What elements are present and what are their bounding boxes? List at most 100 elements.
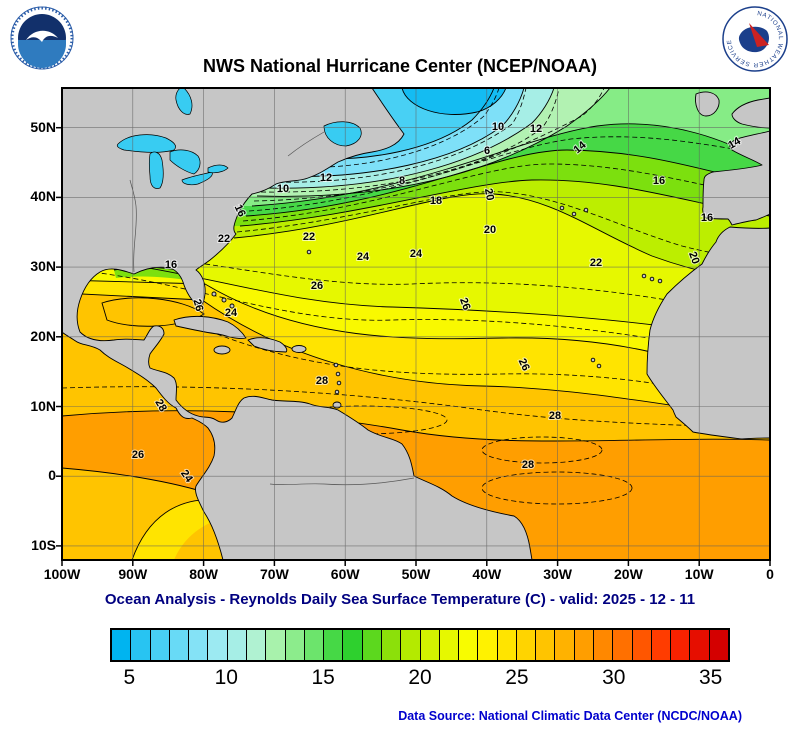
contour-label: 20 (686, 250, 701, 266)
contour-label: 8 (399, 175, 405, 187)
colorbar-cell (246, 630, 267, 660)
lat-tick-label: 30N (30, 258, 56, 275)
colorbar-cell (555, 630, 575, 660)
contour-label: 24 (225, 307, 238, 319)
jamaica (213, 345, 231, 355)
colorbar-tick-label: 10 (214, 666, 238, 689)
contour-label: 6 (484, 145, 490, 157)
lat-tick-label: 20N (30, 327, 56, 344)
colorbar-cell (131, 630, 151, 660)
lesser-antilles (333, 362, 342, 395)
bermuda (306, 249, 312, 255)
contour-label: 24 (357, 251, 370, 263)
sst-map-frame: 6 10 12 14 14 16 8 10 12 16 18 20 20 16 20 22 22 24 24 22 16… (56, 87, 771, 566)
contour-lines-solid (62, 88, 770, 560)
nws-logo: NATIONAL WEATHER SERVICE (722, 6, 788, 72)
colorbar-cell (189, 630, 209, 660)
noaa-seagull-icon (26, 30, 58, 42)
colorbar-cell (401, 630, 421, 660)
noaa-logo (10, 6, 74, 70)
colorbar-cell (613, 630, 633, 660)
colorbar-cell (227, 630, 247, 660)
colorbar-cell (362, 630, 382, 660)
colorbar-cell (516, 630, 537, 660)
colorbar-tick-label: 25 (505, 666, 529, 689)
contour-label: 18 (430, 195, 442, 207)
lon-tick-label: 70W (259, 566, 289, 582)
americas-landmass (62, 88, 533, 560)
colorbar-cell (671, 630, 691, 660)
lat-tick-label: 10N (30, 397, 56, 414)
hispaniola (247, 337, 288, 353)
colorbar-cell (651, 630, 672, 660)
rivers (129, 131, 415, 486)
colorbar-tick-label: 20 (408, 666, 432, 689)
colorbar-cell (304, 630, 325, 660)
lon-tick-label: 10W (684, 566, 714, 582)
contour-label: 22 (590, 257, 602, 269)
map-border (61, 87, 771, 561)
france-iberia (702, 130, 770, 226)
amazon-river (269, 477, 415, 486)
colorbar-cell (632, 630, 652, 660)
lake-ontario (207, 164, 229, 174)
lon-tick-label: 80W (189, 566, 218, 582)
contour-label: 22 (218, 233, 230, 245)
contour-label: 26 (457, 296, 472, 312)
cape-verde (590, 357, 602, 369)
lat-tick-label: 0 (48, 467, 56, 484)
lakes (116, 88, 362, 189)
colorbar-tick-label: 15 (311, 666, 335, 689)
colorbar-tick-label: 35 (698, 666, 723, 689)
colorbar-cell (478, 630, 498, 660)
contour-label: 22 (303, 231, 315, 243)
cuba (173, 315, 247, 339)
colorbar-cell (285, 630, 305, 660)
map-subtitle: Ocean Analysis - Reynolds Daily Sea Surf… (104, 591, 696, 608)
lake-michigan (148, 151, 164, 189)
noaa-ocean-shape (18, 40, 66, 68)
page-title: NWS National Hurricane Center (NCEP/NOAA… (202, 56, 598, 76)
puerto-rico (291, 345, 307, 353)
canary-islands (641, 273, 663, 284)
contour-label: 26 (132, 449, 144, 461)
colorbar-tick-label: 5 (123, 666, 136, 689)
contour-label: 26 (311, 280, 323, 292)
data-source-caption: Data Source: National Climatic Data Cent… (398, 709, 742, 723)
nws-red-flash-icon (749, 23, 769, 47)
contour-label: 10 (492, 121, 504, 133)
lon-tick-label: 30W (543, 566, 572, 582)
graticule (62, 88, 770, 560)
colorbar-cell (324, 630, 344, 660)
colorbar-cell (536, 630, 556, 660)
contour-label: 24 (410, 248, 423, 260)
trinidad (332, 401, 342, 409)
lon-tick-label: 40W (472, 566, 502, 582)
colorbar-cell (381, 630, 402, 660)
colorbar-cell (112, 630, 132, 660)
colorbar-cell (574, 630, 595, 660)
bahamas (211, 291, 235, 309)
africa (646, 226, 770, 440)
lon-tick-label: 100W (43, 566, 81, 582)
contour-label: 28 (549, 410, 561, 422)
st-lawrence-river (287, 131, 325, 157)
contour-label: 28 (522, 459, 534, 471)
contour-label: 12 (320, 172, 332, 184)
contour-label: 12 (530, 123, 542, 135)
colorbar-cell (420, 630, 440, 660)
contour-label: 20 (482, 187, 496, 201)
colorbar-cell (169, 630, 190, 660)
colorbar-cell (439, 630, 460, 660)
lat-tick-label: 50N (30, 118, 56, 135)
lon-tick-label: 0 (766, 566, 774, 582)
colorbar-cell (594, 630, 614, 660)
lon-tick-label: 20W (613, 566, 643, 582)
colorbar-cell (497, 630, 517, 660)
ireland (695, 91, 720, 117)
contour-label: 26 (191, 298, 206, 313)
noaa-ring-text-decoration (10, 6, 74, 70)
